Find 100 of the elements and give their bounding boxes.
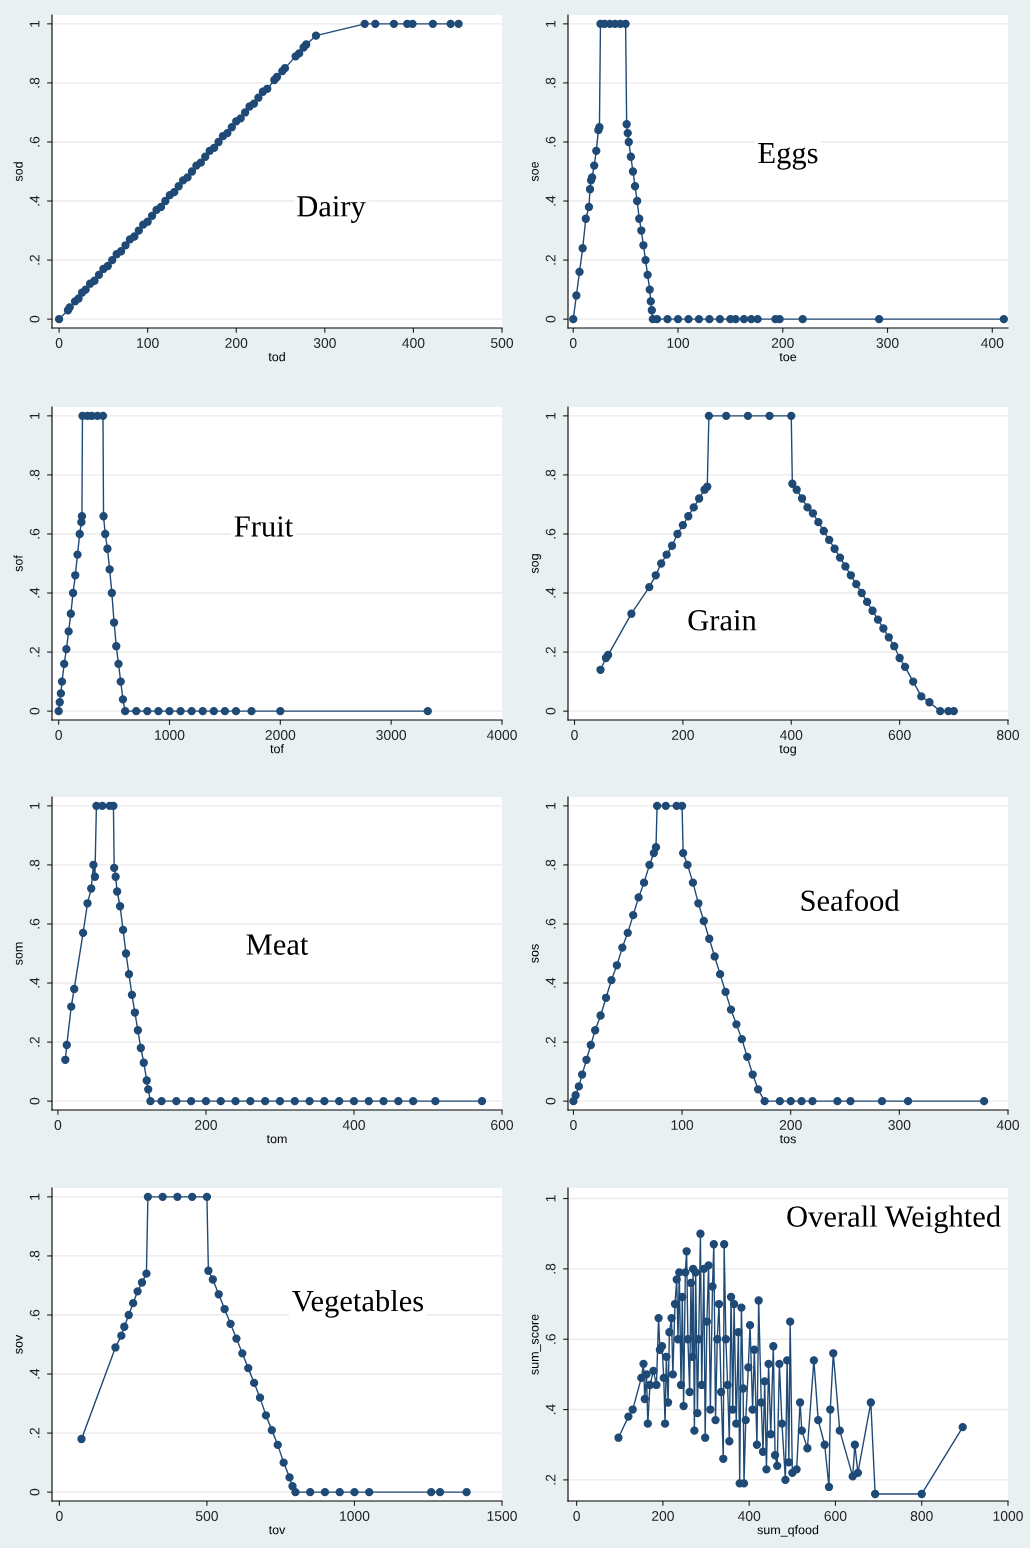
y-tick-label: .8: [545, 1263, 556, 1274]
y-tick-label: 1: [545, 802, 556, 809]
x-tick-label: 500: [490, 338, 514, 348]
y-tick-label: .8: [29, 469, 40, 480]
x-tick-label: 300: [876, 338, 899, 348]
y-tick-label: 0: [29, 315, 40, 323]
x-tick-label: 800: [910, 1511, 933, 1521]
y-axis-title: sov: [15, 1334, 23, 1354]
y-tick-label: .8: [545, 469, 556, 480]
x-tick-label: 1000: [340, 1511, 370, 1521]
x-tick-label: 100: [671, 1120, 694, 1130]
x-tick-label: 0: [571, 730, 578, 740]
text: Overall Weighted: [787, 1205, 1001, 1234]
y-tick-label: 1: [29, 412, 40, 419]
x-tick-label: 800: [997, 730, 1020, 740]
x-axis-title: tos: [779, 1135, 796, 1144]
y-axis-title: sog: [531, 554, 542, 574]
y-tick-label: 0: [545, 707, 556, 715]
y-tick-label: .2: [545, 646, 556, 657]
x-tick-label: 1500: [487, 1511, 517, 1521]
y-tick-label: 1: [29, 20, 40, 27]
y-tick-label: 1: [545, 1195, 556, 1202]
x-axis-title: tod: [268, 352, 285, 362]
x-tick-label: 400: [737, 1511, 761, 1521]
y-tick-label: .8: [29, 859, 40, 870]
x-tick-label: 100: [137, 338, 159, 348]
y-axis-title: som: [15, 942, 23, 965]
y-tick-label: .2: [29, 1036, 40, 1047]
y-tick-label: 0: [29, 1488, 40, 1496]
y-tick-label: .8: [29, 77, 40, 88]
y-tick-label: .4: [29, 1368, 40, 1379]
x-tick-label: 400: [981, 338, 1004, 348]
x-tick-label: 500: [195, 1511, 218, 1521]
x-tick-label: 400: [996, 1120, 1020, 1130]
x-tick-label: 200: [195, 1120, 217, 1130]
x-tick-label: 1000: [993, 1511, 1023, 1521]
y-tick-label: .6: [545, 918, 556, 929]
y-tick-label: .8: [545, 77, 556, 88]
x-axis-title: tom: [266, 1135, 287, 1144]
x-tick-label: 200: [652, 1511, 674, 1521]
x-tick-label: 200: [779, 1120, 802, 1130]
y-tick-label: 1: [545, 412, 556, 419]
x-tick-label: 400: [342, 1120, 366, 1130]
y-tick-label: 1: [29, 1193, 40, 1200]
x-tick-label: 200: [225, 338, 248, 348]
text: Grain: [688, 610, 757, 631]
y-tick-label: 0: [29, 707, 40, 715]
x-tick-label: 0: [570, 1120, 577, 1130]
text: Seafood: [801, 889, 900, 912]
x-tick-label: 400: [402, 338, 425, 348]
x-tick-label: 100: [667, 338, 690, 348]
x-tick-label: 1000: [155, 730, 185, 740]
y-axis-title: sos: [531, 944, 539, 963]
x-tick-label: 600: [491, 1120, 514, 1130]
y-tick-label: 0: [545, 1097, 556, 1105]
y-tick-label: .8: [545, 859, 556, 870]
x-axis-title: tog: [779, 745, 796, 756]
y-tick-label: .2: [545, 254, 556, 265]
y-tick-label: .2: [545, 1474, 556, 1485]
x-tick-label: 300: [313, 338, 336, 348]
x-axis-title: tof: [270, 744, 284, 754]
text: Vegetables: [292, 1289, 424, 1318]
x-tick-label: 200: [771, 338, 794, 348]
y-tick-label: .8: [29, 1250, 40, 1261]
x-tick-label: 400: [779, 730, 803, 740]
y-tick-label: .6: [29, 918, 40, 929]
x-tick-label: 0: [54, 1120, 62, 1130]
x-tick-label: 600: [888, 730, 911, 740]
y-tick-label: .2: [29, 254, 40, 265]
y-axis-title: soe: [531, 161, 539, 182]
y-axis-title: sof: [13, 555, 23, 572]
y-tick-label: .2: [29, 1427, 40, 1438]
x-axis-title: toe: [779, 353, 797, 362]
y-tick-label: .6: [545, 528, 556, 539]
y-tick-label: .4: [545, 195, 556, 206]
y-axis-title: sum_score: [531, 1314, 542, 1375]
y-tick-label: .4: [545, 1404, 556, 1415]
y-tick-label: .4: [29, 977, 40, 988]
x-tick-label: 600: [824, 1511, 847, 1521]
x-tick-label: 3000: [376, 730, 407, 740]
y-tick-label: .6: [29, 136, 40, 147]
x-axis-title: sum_qfood: [757, 1525, 819, 1537]
text: Fruit: [234, 516, 294, 537]
x-tick-label: 300: [888, 1120, 911, 1130]
y-tick-label: .4: [29, 195, 40, 206]
y-tick-label: .2: [545, 1036, 556, 1047]
y-tick-label: 1: [29, 802, 40, 809]
y-tick-label: 0: [545, 315, 556, 323]
text: Meat: [246, 934, 309, 955]
y-tick-label: .4: [545, 977, 556, 988]
y-tick-label: .6: [545, 1334, 556, 1344]
x-tick-label: 2000: [265, 730, 296, 740]
y-tick-label: 0: [29, 1097, 40, 1105]
x-tick-label: 200: [671, 730, 694, 740]
y-tick-label: .4: [29, 587, 40, 598]
x-tick-label: 4000: [486, 730, 517, 740]
text: Dairy: [297, 196, 366, 223]
y-tick-label: .6: [545, 136, 556, 147]
x-tick-label: 0: [573, 1511, 580, 1521]
text: Eggs: [758, 143, 818, 170]
